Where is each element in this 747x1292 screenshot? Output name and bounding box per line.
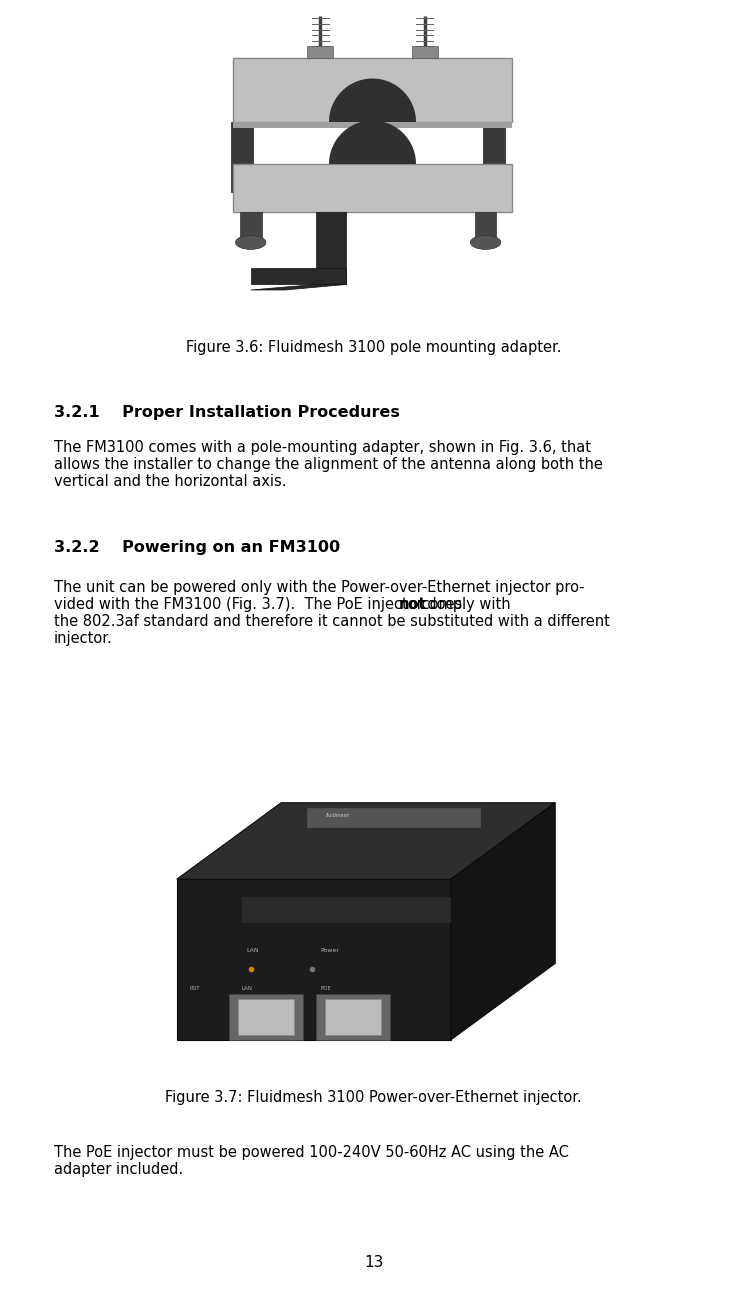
Bar — [483, 121, 505, 193]
Bar — [316, 994, 390, 1040]
Bar — [233, 58, 512, 121]
Bar — [307, 47, 333, 58]
Bar — [307, 808, 481, 828]
Bar — [412, 47, 438, 58]
Text: RST: RST — [190, 986, 200, 991]
Text: vertical and the horizontal axis.: vertical and the horizontal axis. — [54, 474, 286, 488]
Text: 3.2.2    Powering on an FM3100: 3.2.2 Powering on an FM3100 — [54, 540, 340, 556]
Bar — [475, 212, 497, 239]
Bar — [233, 121, 512, 128]
Text: fluidmesh: fluidmesh — [326, 813, 350, 818]
Text: LAN: LAN — [247, 948, 259, 953]
Bar — [233, 164, 512, 212]
Bar — [242, 897, 450, 922]
Bar — [251, 267, 347, 284]
Polygon shape — [251, 284, 347, 289]
Text: vided with the FM3100 (Fig. 3.7).  The PoE injector does: vided with the FM3100 (Fig. 3.7). The Po… — [54, 597, 467, 612]
Polygon shape — [450, 802, 555, 1040]
Polygon shape — [177, 880, 450, 1040]
Polygon shape — [177, 802, 555, 880]
Text: The FM3100 comes with a pole-mounting adapter, shown in Fig. 3.6, that: The FM3100 comes with a pole-mounting ad… — [54, 441, 591, 455]
Text: LAN: LAN — [242, 986, 253, 991]
Bar — [231, 121, 253, 193]
Text: POE: POE — [320, 986, 331, 991]
Text: Figure 3.7: Fluidmesh 3100 Power-over-Ethernet injector.: Figure 3.7: Fluidmesh 3100 Power-over-Et… — [165, 1090, 582, 1105]
Ellipse shape — [235, 235, 266, 249]
Bar — [229, 994, 303, 1040]
Bar — [238, 999, 294, 1035]
Text: The unit can be powered only with the Power-over-Ethernet injector pro-: The unit can be powered only with the Po… — [54, 580, 584, 596]
Text: not: not — [399, 597, 427, 612]
Text: the 802.3af standard and therefore it cannot be substituted with a different: the 802.3af standard and therefore it ca… — [54, 614, 610, 629]
Text: The PoE injector must be powered 100-240V 50-60Hz AC using the AC: The PoE injector must be powered 100-240… — [54, 1145, 568, 1160]
Bar — [325, 999, 381, 1035]
Ellipse shape — [471, 235, 500, 249]
Text: Power: Power — [320, 948, 339, 953]
Text: comply with: comply with — [417, 597, 510, 612]
Text: Figure 3.6: Fluidmesh 3100 pole mounting adapter.: Figure 3.6: Fluidmesh 3100 pole mounting… — [186, 340, 561, 355]
Text: adapter included.: adapter included. — [54, 1162, 183, 1177]
Bar — [316, 212, 347, 284]
Text: 3.2.1    Proper Installation Procedures: 3.2.1 Proper Installation Procedures — [54, 404, 400, 420]
Text: injector.: injector. — [54, 630, 113, 646]
Text: 13: 13 — [364, 1255, 383, 1270]
Text: allows the installer to change the alignment of the antenna along both the: allows the installer to change the align… — [54, 457, 603, 472]
Bar — [240, 212, 261, 239]
